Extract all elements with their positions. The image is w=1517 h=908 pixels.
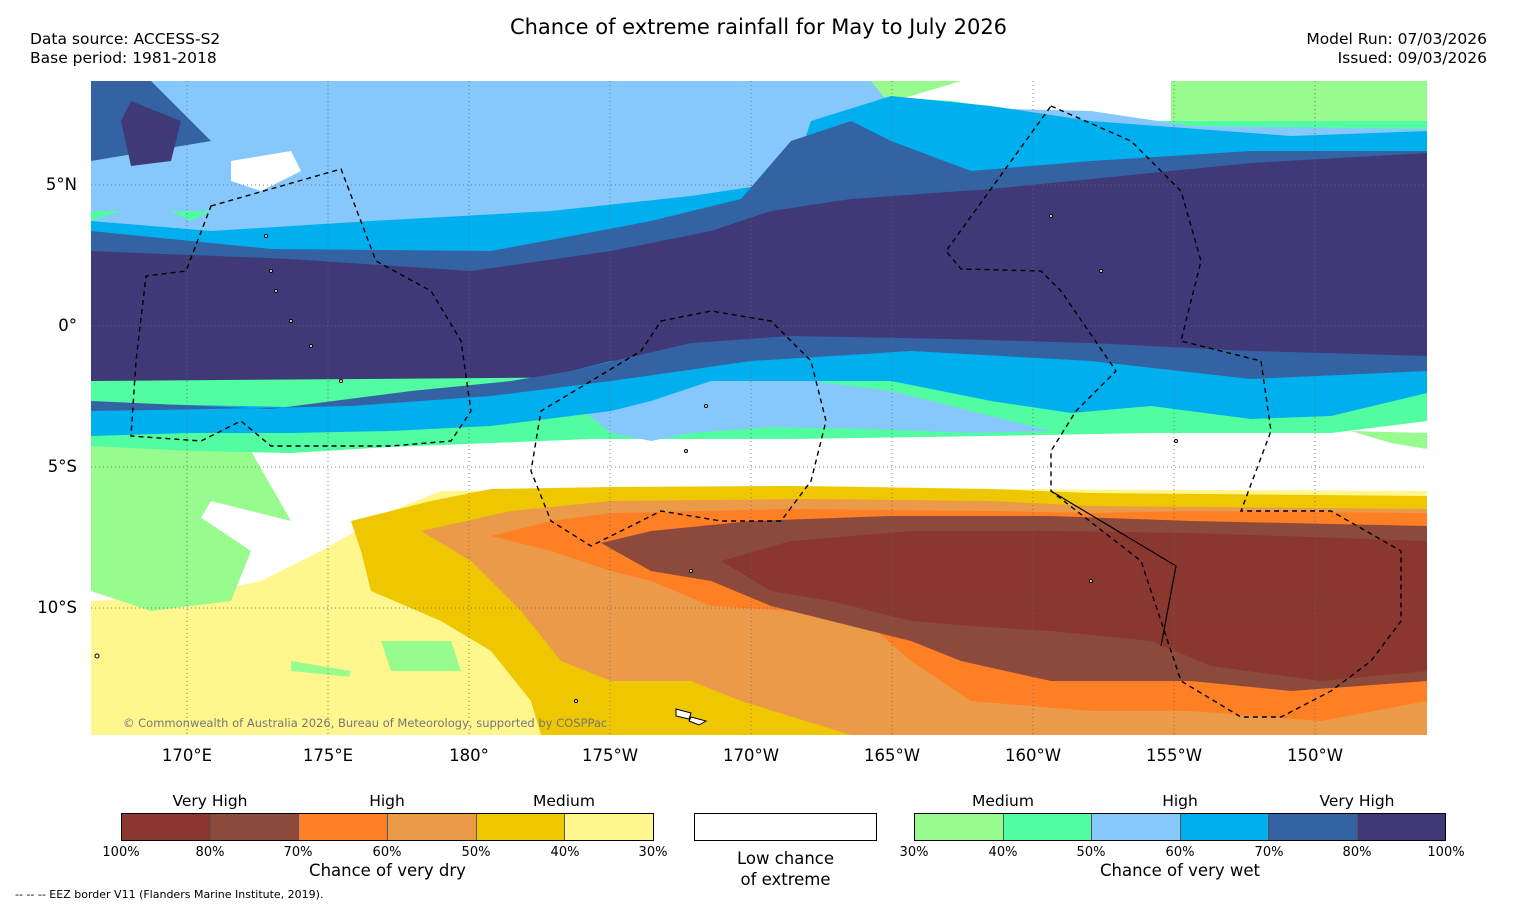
lat-tick-5s: 5°S bbox=[47, 457, 77, 476]
dry-category-medium: Medium bbox=[533, 792, 595, 810]
lat-tick-10s: 10°S bbox=[37, 598, 77, 617]
wet-label: 80% bbox=[1342, 845, 1372, 860]
data-source-text: Data source: ACCESS-S2 bbox=[30, 30, 221, 48]
dry-label: 40% bbox=[550, 845, 580, 860]
dry-label: 50% bbox=[461, 845, 491, 860]
lon-tick-170w: 170°W bbox=[722, 746, 780, 765]
dry-swatch bbox=[298, 814, 388, 840]
wet-colorbar bbox=[914, 813, 1446, 841]
wet-legend-title: Chance of very wet bbox=[1100, 861, 1260, 880]
rainfall-map bbox=[91, 81, 1427, 735]
low-chance-patch bbox=[1071, 81, 1171, 111]
dry-swatch bbox=[387, 814, 476, 840]
wet-category-high: High bbox=[1162, 792, 1198, 810]
lon-tick-150w: 150°W bbox=[1286, 746, 1344, 765]
wet-label: 60% bbox=[1165, 845, 1195, 860]
wet-label: 50% bbox=[1076, 845, 1106, 860]
header-right: Model Run: 07/03/2026 Issued: 09/03/2026 bbox=[1306, 30, 1487, 68]
wet-swatch bbox=[1179, 814, 1268, 840]
wet-swatch bbox=[1002, 814, 1091, 840]
dry-label: 60% bbox=[372, 845, 402, 860]
dry-swatch bbox=[122, 814, 210, 840]
eez-footnote: -- -- -- EEZ border V11 (Flanders Marine… bbox=[15, 888, 324, 901]
wet-region-north-80 bbox=[91, 101, 1427, 406]
dry-label: 100% bbox=[102, 845, 140, 860]
low-chance-line1: Low chance bbox=[736, 849, 835, 868]
lon-tick-180: 180° bbox=[449, 746, 489, 765]
wet-swatch bbox=[915, 814, 1003, 840]
wet-label: 40% bbox=[988, 845, 1018, 860]
eez-borders bbox=[130, 105, 1402, 718]
lon-tick-175e: 175°E bbox=[302, 746, 354, 765]
lat-tick-5n: 5°N bbox=[45, 175, 77, 194]
dry-swatch bbox=[209, 814, 299, 840]
wet-category-medium: Medium bbox=[972, 792, 1034, 810]
wet-swatch bbox=[1356, 814, 1445, 840]
graticule bbox=[91, 81, 1427, 735]
dry-category-high: High bbox=[369, 792, 405, 810]
samoa-island bbox=[675, 708, 708, 726]
wet-swatch bbox=[1268, 814, 1357, 840]
wet-region-south-50 bbox=[571, 381, 1051, 441]
lat-tick-0: 0° bbox=[58, 316, 77, 335]
dry-label: 30% bbox=[638, 845, 668, 860]
dry-swatch bbox=[475, 814, 565, 840]
eez-border-tokelau bbox=[530, 310, 827, 547]
map-title: Chance of extreme rainfall for May to Ju… bbox=[509, 15, 1008, 39]
base-period-text: Base period: 1981-2018 bbox=[30, 49, 217, 67]
wet-region-south-60 bbox=[91, 343, 1427, 436]
wet-label: 30% bbox=[899, 845, 929, 860]
wet-label: 100% bbox=[1427, 845, 1465, 860]
issued-text: Issued: 09/03/2026 bbox=[1337, 49, 1487, 67]
lon-tick-170e: 170°E bbox=[161, 746, 213, 765]
dry-label: 70% bbox=[283, 845, 313, 860]
lon-tick-155w: 155°W bbox=[1145, 746, 1203, 765]
island-outlines bbox=[94, 214, 1178, 726]
wet-region-south-70 bbox=[91, 336, 1427, 411]
lon-tick-175w: 175°W bbox=[581, 746, 639, 765]
lon-tick-165w: 165°W bbox=[863, 746, 921, 765]
dry-category-very-high: Very High bbox=[172, 792, 248, 810]
dry-region-80 bbox=[721, 531, 1427, 681]
eez-border-kiribati-line bbox=[945, 105, 1402, 718]
dry-region-west-30 bbox=[91, 671, 421, 735]
low-chance-patch bbox=[231, 151, 301, 191]
wet-category-very-high: Very High bbox=[1319, 792, 1395, 810]
dry-label: 80% bbox=[195, 845, 225, 860]
lon-tick-160w: 160°W bbox=[1004, 746, 1062, 765]
eez-boundary-solid bbox=[1050, 490, 1177, 647]
eez-border-kiribati-gilbert bbox=[130, 168, 472, 447]
copyright-text: © Commonwealth of Australia 2026, Bureau… bbox=[123, 716, 608, 730]
wet-label: 70% bbox=[1254, 845, 1284, 860]
dry-legend-title: Chance of very dry bbox=[309, 861, 466, 880]
model-run-text: Model Run: 07/03/2026 bbox=[1306, 30, 1487, 48]
wet-swatch bbox=[1091, 814, 1180, 840]
dry-colorbar bbox=[121, 813, 654, 841]
low-chance-swatch bbox=[694, 813, 877, 841]
dry-swatch bbox=[564, 814, 654, 840]
low-chance-legend-title: Low chance of extreme bbox=[694, 848, 877, 890]
wet-region-west-medium bbox=[91, 501, 461, 701]
low-chance-line2: of extreme bbox=[740, 870, 831, 889]
header-left: Data source: ACCESS-S2 Base period: 1981… bbox=[30, 30, 220, 68]
